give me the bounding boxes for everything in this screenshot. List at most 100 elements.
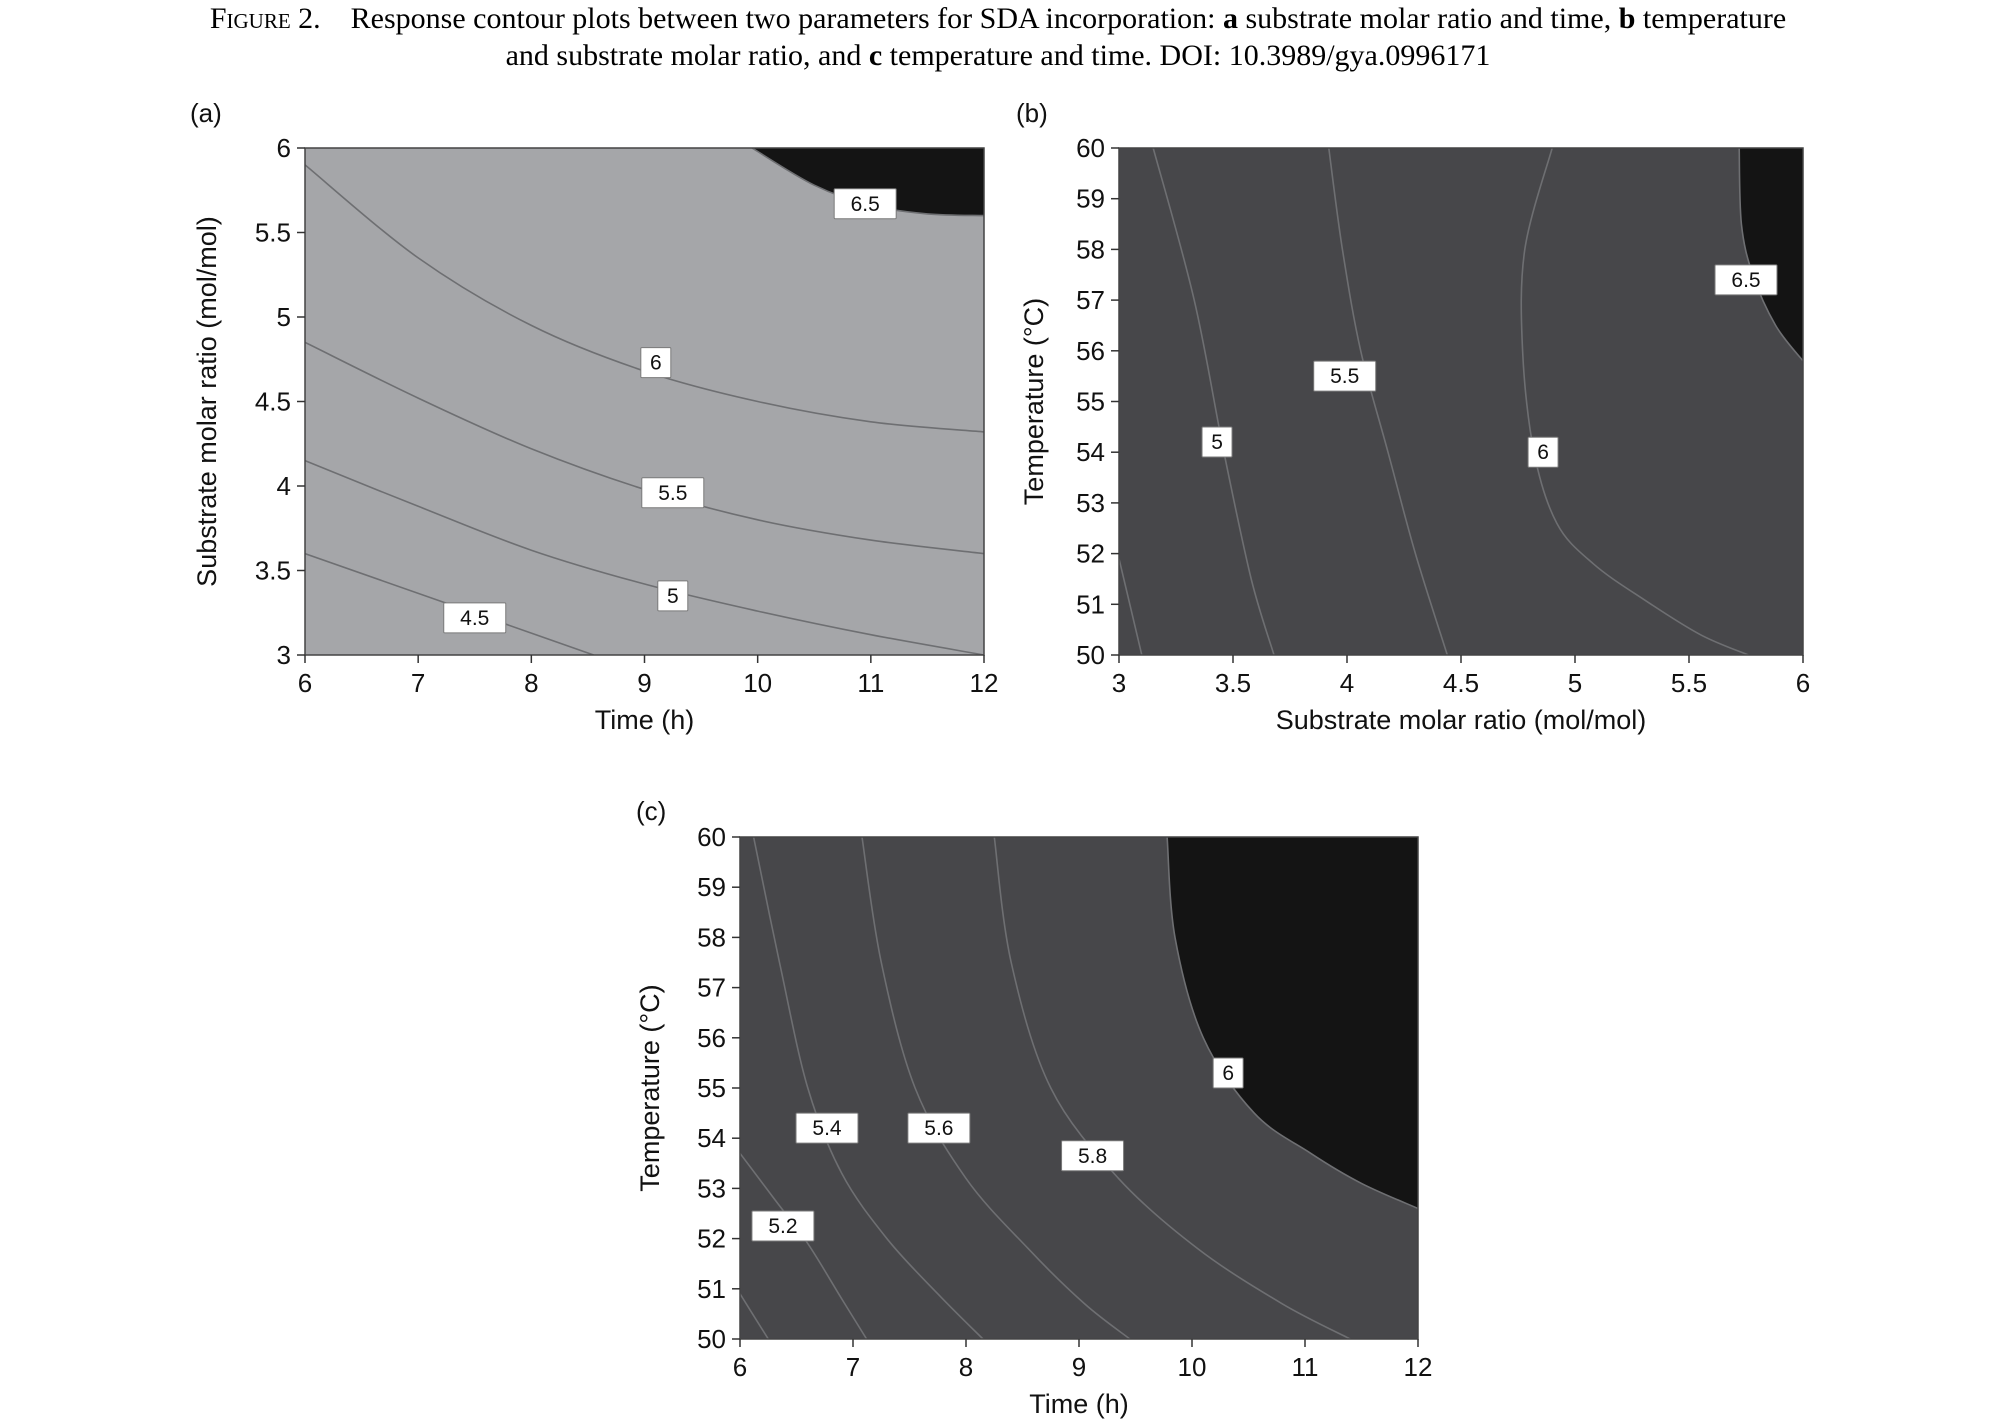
contour-plot-area — [1119, 148, 1803, 655]
y-tick-label: 55 — [697, 1073, 726, 1103]
contour-label-5.6: 5.6 — [907, 1112, 971, 1144]
contour-region-6 — [740, 837, 1418, 1339]
contour-label-6: 6 — [1527, 436, 1559, 468]
svg-text:5.6: 5.6 — [924, 1117, 953, 1140]
y-tick-label: 59 — [1076, 184, 1105, 214]
x-tick-label: 12 — [1404, 1352, 1433, 1382]
x-tick-label: 9 — [1072, 1352, 1086, 1382]
contour-plot-area — [740, 837, 1418, 1339]
figure-label: Figure 2. — [209, 2, 321, 35]
y-tick-label: 52 — [1076, 539, 1105, 569]
y-axis-title: Substrate molar ratio (mol/mol) — [192, 216, 222, 587]
y-tick-label: 60 — [697, 822, 726, 852]
caption-letter-c: c — [868, 39, 883, 72]
y-tick-label: 58 — [1076, 234, 1105, 264]
y-tick-label: 53 — [1076, 488, 1105, 518]
x-tick-label: 3 — [1112, 668, 1126, 698]
x-tick-label: 10 — [1178, 1352, 1207, 1382]
contour-line-5.6 — [861, 837, 1131, 1339]
svg-text:6: 6 — [1222, 1062, 1234, 1085]
x-axis-title: Substrate molar ratio (mol/mol) — [1276, 705, 1647, 735]
y-tick-label: 58 — [697, 922, 726, 952]
x-tick-label: 7 — [411, 668, 425, 698]
figure-caption: Figure 2. Response contour plots between… — [0, 0, 1996, 74]
contour-panel-b: 5 5.5 6 6.5 3 3.5 4 4.5 5 5.5 6 50 51 52 53 54 55 56 57 58 5… — [1016, 98, 1810, 735]
y-tick-label: 50 — [1076, 640, 1105, 670]
contour-line-5.2 — [740, 1152, 868, 1339]
x-tick-label: 9 — [637, 668, 651, 698]
x-tick-label: 6 — [733, 1352, 747, 1382]
contour-line-5.5 — [1328, 148, 1449, 655]
x-tick-label: 8 — [524, 668, 538, 698]
y-tick-label: 53 — [697, 1173, 726, 1203]
contour-label-5.8: 5.8 — [1061, 1140, 1125, 1172]
contour-panel-a: 4.5 5 5.5 6 6.5 6 7 8 9 10 11 12 3 3.5 4 4.5 5 5.5 6 Time (… — [190, 98, 998, 735]
x-tick-label: 6 — [1796, 668, 1810, 698]
svg-text:6.5: 6.5 — [851, 193, 880, 216]
y-tick-label: 54 — [1076, 437, 1105, 467]
contour-region-6.5 — [305, 148, 984, 655]
y-tick-label: 56 — [1076, 336, 1105, 366]
svg-text:6: 6 — [650, 352, 662, 375]
contour-line-5 — [305, 459, 984, 655]
contour-label-6.5: 6.5 — [1714, 264, 1778, 296]
contour-line-4.5 — [1119, 558, 1143, 655]
caption-letter-b: b — [1618, 2, 1636, 35]
svg-text:5.8: 5.8 — [1078, 1145, 1107, 1168]
y-tick-label: 50 — [697, 1324, 726, 1354]
contour-label-6.5: 6.5 — [833, 188, 897, 220]
y-tick-label: 3.5 — [255, 556, 291, 586]
x-tick-label: 10 — [743, 668, 772, 698]
caption-text-c: temperature and time. DOI: 10.3989/gya.0… — [889, 39, 1491, 72]
x-axis-title: Time (h) — [595, 705, 695, 735]
x-tick-label: 5.5 — [1671, 668, 1707, 698]
panel-label: (b) — [1016, 98, 1048, 128]
svg-text:5.2: 5.2 — [768, 1215, 797, 1238]
contour-plot-area — [305, 148, 984, 655]
contour-line-6 — [305, 164, 984, 433]
contour-line-6 — [1166, 837, 1418, 1210]
caption-text-b1: temperature — [1642, 2, 1787, 35]
svg-text:5.4: 5.4 — [812, 1117, 842, 1140]
x-tick-label: 7 — [846, 1352, 860, 1382]
y-tick-label: 52 — [697, 1224, 726, 1254]
contour-label-4.5: 4.5 — [443, 602, 507, 634]
contour-label-5.2: 5.2 — [751, 1210, 815, 1242]
svg-text:4.5: 4.5 — [460, 607, 489, 630]
y-tick-label: 51 — [1076, 589, 1105, 619]
panel-label: (c) — [636, 796, 666, 826]
x-tick-label: 5 — [1568, 668, 1582, 698]
y-axis-title: Temperature (°C) — [1019, 298, 1049, 505]
contour-label-5: 5 — [1201, 426, 1233, 458]
contour-label-5.5: 5.5 — [641, 477, 705, 509]
x-tick-label: 4.5 — [1443, 668, 1479, 698]
contour-line-5 — [740, 1293, 769, 1339]
x-tick-label: 3.5 — [1215, 668, 1251, 698]
svg-text:6.5: 6.5 — [1731, 269, 1760, 292]
contour-line-5.4 — [752, 837, 984, 1339]
x-tick-label: 4 — [1340, 668, 1354, 698]
caption-text-intro: Response contour plots between two param… — [350, 2, 1216, 35]
svg-text:5: 5 — [1211, 431, 1223, 454]
contour-label-6: 6 — [1212, 1057, 1244, 1089]
y-tick-label: 3 — [277, 640, 291, 670]
contour-label-5.4: 5.4 — [795, 1112, 859, 1144]
y-tick-label: 60 — [1076, 133, 1105, 163]
y-tick-label: 57 — [697, 973, 726, 1003]
caption-text-a: substrate molar ratio and time, — [1245, 2, 1612, 35]
y-tick-label: 4 — [277, 471, 291, 501]
contour-panel-c: 5.2 5.4 5.6 5.8 6 6 7 8 9 10 11 12 50 51 52 53 54 55 56 57 5… — [635, 796, 1432, 1419]
svg-text:5: 5 — [667, 585, 679, 608]
y-tick-label: 5 — [277, 302, 291, 332]
y-tick-label: 59 — [697, 872, 726, 902]
y-tick-label: 51 — [697, 1274, 726, 1304]
caption-text-b2: and substrate molar ratio, and — [505, 39, 862, 72]
contour-label-5.5: 5.5 — [1313, 360, 1377, 392]
y-tick-label: 57 — [1076, 285, 1105, 315]
contour-region-6.5 — [1119, 148, 1803, 655]
svg-text:5.5: 5.5 — [658, 482, 687, 505]
x-axis-title: Time (h) — [1029, 1389, 1129, 1419]
y-axis-title: Temperature (°C) — [635, 984, 665, 1191]
y-tick-label: 6 — [277, 133, 291, 163]
